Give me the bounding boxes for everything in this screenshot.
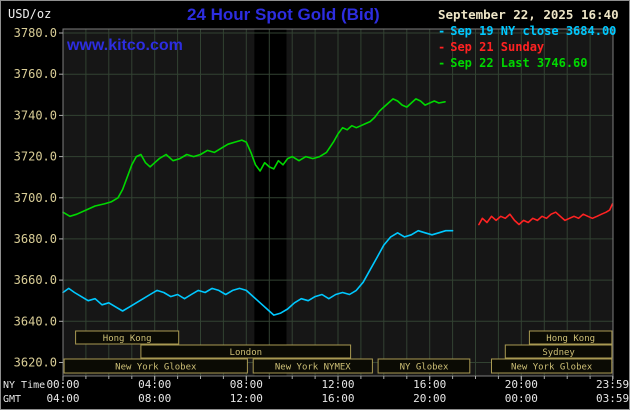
y-tick-label: 3740.0: [14, 108, 57, 122]
session-label: Sydney: [542, 348, 575, 358]
y-tick-label: 3700.0: [14, 191, 57, 205]
unit-label: USD/oz: [8, 7, 52, 21]
y-tick-label: 3660.0: [14, 273, 57, 287]
kitco-watermark-link[interactable]: www.kitco.com: [67, 37, 183, 54]
legend-item-0: - Sep 19 NY close 3684.00: [438, 23, 619, 39]
session-label: Hong Kong: [103, 334, 152, 344]
session-box: [75, 330, 180, 345]
legend-label: Sep 21 Sunday: [450, 40, 545, 54]
x-tick-label-gmt: 20:00: [413, 392, 446, 405]
session-box: [63, 358, 248, 374]
date-text: September 22, 2025 16:40: [438, 7, 619, 22]
session-label: New York NYMEX: [275, 363, 351, 373]
x-tick-label-ny: 20:00: [505, 378, 538, 391]
page-title: 24 Hour Spot Gold (Bid): [187, 5, 380, 24]
session-label: NY Globex: [400, 363, 449, 373]
x-tick-label-gmt: 08:00: [138, 392, 171, 405]
session-box: [252, 358, 373, 374]
legend: - Sep 19 NY close 3684.00- Sep 21 Sunday - S…: [438, 23, 619, 71]
legend-dash-icon: -: [438, 40, 446, 54]
legend-item-1: - Sep 21 Sunday: [438, 39, 619, 55]
session-label: New York Globex: [115, 363, 197, 373]
x-tick-label-ny: 16:00: [413, 378, 446, 391]
legend-label: Sep 19 NY close 3684.00: [450, 24, 617, 38]
x-tick-label-ny: 04:00: [138, 378, 171, 391]
x-tick-label-gmt: 12:00: [230, 392, 263, 405]
y-tick-label: 3760.0: [14, 67, 57, 81]
y-tick-label: 3780.0: [14, 26, 57, 40]
series-line-0: [62, 229, 454, 316]
session-label: London: [230, 348, 263, 358]
x-tick-label-gmt: 03:59: [596, 392, 629, 405]
legend-label: Sep 22 Last 3746.60: [450, 56, 588, 70]
session-box: [528, 330, 613, 345]
y-tick-label: 3640.0: [14, 314, 57, 328]
y-tick-label: 3620.0: [14, 356, 57, 370]
session-box: [140, 344, 352, 359]
x-tick-label-ny: 23:59: [596, 378, 629, 391]
session-box: [491, 358, 613, 374]
series-line-2: [62, 98, 446, 218]
legend-dash-icon: -: [438, 24, 446, 38]
y-tick-label: 3720.0: [14, 150, 57, 164]
ny-time-axis-label: NY Time: [3, 380, 45, 391]
x-tick-label-gmt: 04:00: [46, 392, 79, 405]
legend-dash-icon: -: [438, 56, 446, 70]
x-tick-label-ny: 08:00: [230, 378, 263, 391]
x-tick-label-ny: 00:00: [46, 378, 79, 391]
session-label: New York Globex: [511, 363, 593, 373]
x-tick-label-ny: 12:00: [321, 378, 354, 391]
legend-item-2: - Sep 22 Last 3746.60: [438, 55, 619, 71]
shaded-band: [254, 29, 287, 376]
session-label: Hong Kong: [546, 334, 595, 344]
x-tick-label-gmt: 16:00: [321, 392, 354, 405]
session-box: [504, 344, 613, 359]
x-tick-label-gmt: 00:00: [505, 392, 538, 405]
series-line-1: [478, 203, 614, 226]
y-tick-label: 3680.0: [14, 232, 57, 246]
gmt-axis-label: GMT: [3, 394, 21, 405]
session-box: [377, 358, 471, 374]
info-block: September 22, 2025 16:40 - Sep 19 NY clos…: [438, 7, 619, 71]
